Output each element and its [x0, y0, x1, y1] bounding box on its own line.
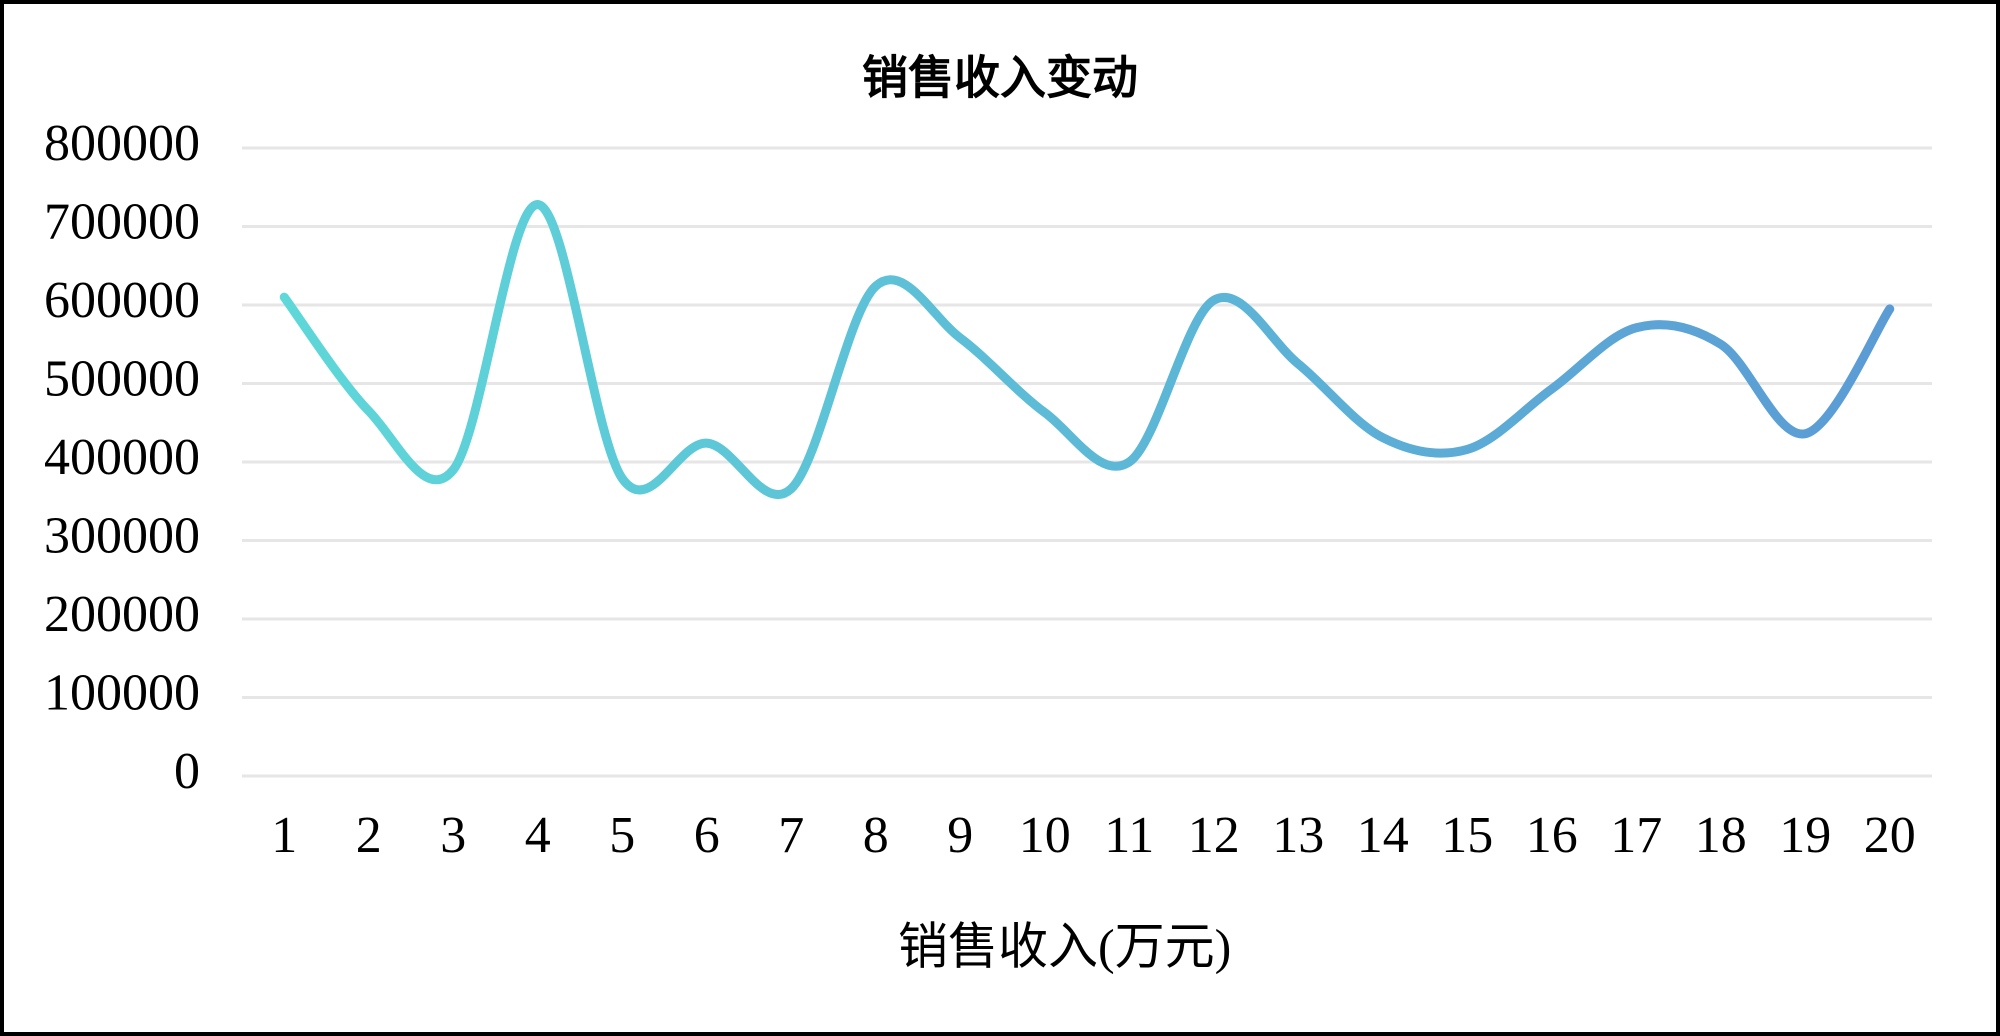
- x-tick-label: 20: [1864, 807, 1916, 864]
- x-tick-label: 14: [1357, 807, 1409, 864]
- x-tick-label: 5: [609, 807, 635, 864]
- x-tick-label: 13: [1272, 807, 1324, 864]
- x-tick-label: 15: [1441, 807, 1493, 864]
- y-tick-label: 500000: [44, 350, 200, 407]
- x-tick-label: 7: [778, 807, 804, 864]
- x-tick-label: 4: [525, 807, 551, 864]
- x-tick-label: 18: [1695, 807, 1747, 864]
- x-tick-label: 12: [1188, 807, 1240, 864]
- x-tick-label: 19: [1779, 807, 1831, 864]
- x-tick-label: 1: [271, 807, 297, 864]
- x-tick-label: 3: [440, 807, 466, 864]
- chart-title: 销售收入变动: [862, 53, 1138, 104]
- y-tick-label: 800000: [44, 115, 200, 172]
- x-tick-label: 16: [1526, 807, 1578, 864]
- x-tick-label: 17: [1610, 807, 1662, 864]
- x-tick-label: 9: [947, 807, 973, 864]
- x-tick-label: 10: [1019, 807, 1071, 864]
- y-tick-label: 400000: [44, 429, 200, 486]
- series-line: [279, 200, 1895, 499]
- x-tick-label: 11: [1104, 807, 1154, 864]
- x-tick-label: 2: [356, 807, 382, 864]
- y-tick-label: 200000: [44, 586, 200, 643]
- y-tick-label: 300000: [44, 507, 200, 564]
- y-tick-label: 700000: [44, 193, 200, 250]
- x-tick-label: 8: [863, 807, 889, 864]
- y-tick-label: 100000: [44, 664, 200, 721]
- legend-label: 销售收入(万元): [898, 918, 1231, 974]
- y-tick-label: 0: [174, 743, 200, 800]
- x-tick-label: 6: [694, 807, 720, 864]
- y-tick-label: 600000: [44, 272, 200, 329]
